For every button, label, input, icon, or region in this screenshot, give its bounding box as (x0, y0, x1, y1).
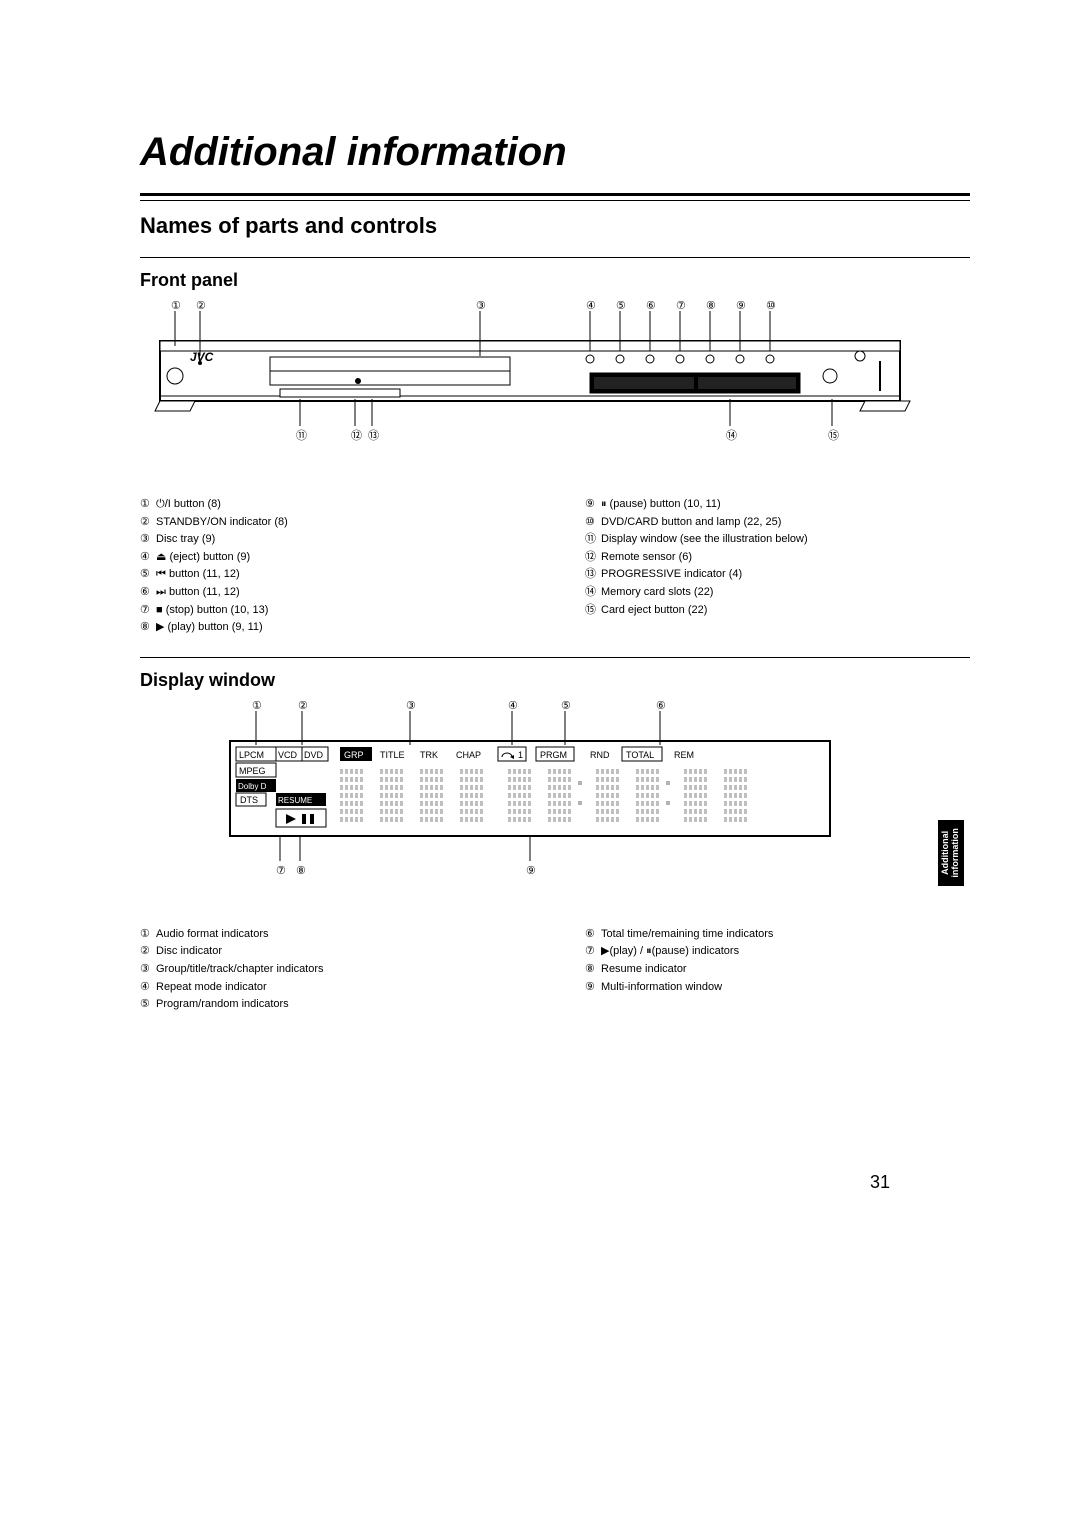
svg-text:1: 1 (518, 750, 523, 760)
legend-item: ⑧ ▶ (play) button (9, 11) (140, 619, 525, 637)
svg-text:④: ④ (586, 301, 596, 312)
legend-item: ② STANDBY/ON indicator (8) (140, 514, 525, 532)
legend-item: ⑨ Multi-information window (585, 979, 970, 997)
svg-text:④: ④ (508, 701, 518, 712)
front-panel-diagram: JVC (140, 301, 970, 476)
svg-text:LPCM: LPCM (239, 750, 264, 760)
svg-text:TRK: TRK (420, 750, 438, 760)
legend-item: ③ Group/title/track/chapter indicators (140, 961, 525, 979)
rule-thin (140, 657, 970, 658)
svg-text:VCD: VCD (278, 750, 298, 760)
legend-item: ④ Repeat mode indicator (140, 979, 525, 997)
legend-item: ① Audio format indicators (140, 926, 525, 944)
svg-text:PRGM: PRGM (540, 750, 567, 760)
svg-text:DVD: DVD (304, 750, 324, 760)
brand-logo: JVC (190, 350, 214, 364)
svg-text:REM: REM (674, 750, 694, 760)
section-title: Names of parts and controls (140, 213, 970, 239)
legend-item: ⑥ Total time/remaining time indicators (585, 926, 970, 944)
svg-text:⑬: ⑬ (368, 429, 379, 442)
legend-item: ⑧ Resume indicator (585, 961, 970, 979)
svg-text:②: ② (196, 301, 206, 312)
svg-text:⑩: ⑩ (766, 301, 776, 312)
rule-thick (140, 193, 970, 196)
svg-text:⑦: ⑦ (276, 865, 286, 877)
display-window-heading: Display window (140, 670, 970, 691)
svg-text:⑭: ⑭ (726, 429, 737, 442)
svg-text:⑨: ⑨ (526, 865, 536, 877)
svg-text:⑤: ⑤ (561, 701, 571, 712)
front-panel-heading: Front panel (140, 270, 970, 291)
svg-text:①: ① (171, 301, 181, 312)
svg-text:②: ② (298, 701, 308, 712)
legend-item: ② Disc indicator (140, 943, 525, 961)
legend-item: ⑪ Display window (see the illustration b… (585, 531, 970, 549)
svg-text:RESUME: RESUME (278, 796, 312, 805)
svg-text:MPEG: MPEG (239, 766, 266, 776)
legend-item: ⑬ PROGRESSIVE indicator (4) (585, 566, 970, 584)
legend-item: ⑤ Program/random indicators (140, 996, 525, 1014)
svg-text:TOTAL: TOTAL (626, 750, 654, 760)
svg-text:CHAP: CHAP (456, 750, 481, 760)
rule-thin (140, 200, 970, 201)
legend-item: ⑦ ■ (stop) button (10, 13) (140, 602, 525, 620)
legend-item: ⑥ ⏭ button (11, 12) (140, 584, 525, 602)
svg-text:⑧: ⑧ (296, 865, 306, 877)
front-panel-legend: ① ⏻/I button (8)② STANDBY/ON indicator (… (140, 496, 970, 637)
svg-text:⑫: ⑫ (351, 429, 362, 442)
svg-text:Dolby D: Dolby D (238, 782, 267, 791)
svg-text:RND: RND (590, 750, 610, 760)
legend-item: ⑨ ⏸ (pause) button (10, 11) (585, 496, 970, 514)
svg-text:⑪: ⑪ (296, 429, 307, 442)
svg-text:DTS: DTS (240, 795, 258, 805)
legend-item: ③ Disc tray (9) (140, 531, 525, 549)
legend-item: ⑭ Memory card slots (22) (585, 584, 970, 602)
page-number: 31 (870, 1172, 890, 1193)
page-title: Additional information (140, 130, 970, 175)
legend-item: ④ ⏏ (eject) button (9) (140, 549, 525, 567)
svg-text:⑧: ⑧ (706, 301, 716, 312)
display-window-legend: ① Audio format indicators② Disc indicato… (140, 926, 970, 1014)
rule-thin (140, 257, 970, 258)
svg-text:GRP: GRP (344, 750, 364, 760)
display-window-diagram: LPCM VCD DVD GRP TITLE TRK CHAP 1 PRGM R… (140, 701, 970, 906)
svg-text:③: ③ (406, 701, 416, 712)
legend-item: ⑮ Card eject button (22) (585, 602, 970, 620)
svg-text:①: ① (252, 701, 262, 712)
legend-item: ⑩ DVD/CARD button and lamp (22, 25) (585, 514, 970, 532)
svg-text:TITLE: TITLE (380, 750, 405, 760)
svg-text:⑦: ⑦ (676, 301, 686, 312)
svg-text:⑥: ⑥ (656, 701, 666, 712)
legend-item: ⑦ ▶(play) / ⏸(pause) indicators (585, 943, 970, 961)
svg-text:⑤: ⑤ (616, 301, 626, 312)
svg-text:③: ③ (476, 301, 486, 312)
svg-text:⑨: ⑨ (736, 301, 746, 312)
legend-item: ① ⏻/I button (8) (140, 496, 525, 514)
svg-text:⑥: ⑥ (646, 301, 656, 312)
svg-text:⑮: ⑮ (828, 429, 839, 442)
legend-item: ⑫ Remote sensor (6) (585, 549, 970, 567)
legend-item: ⑤ ⏮ button (11, 12) (140, 566, 525, 584)
side-tab: Additionalinformation (938, 820, 964, 886)
